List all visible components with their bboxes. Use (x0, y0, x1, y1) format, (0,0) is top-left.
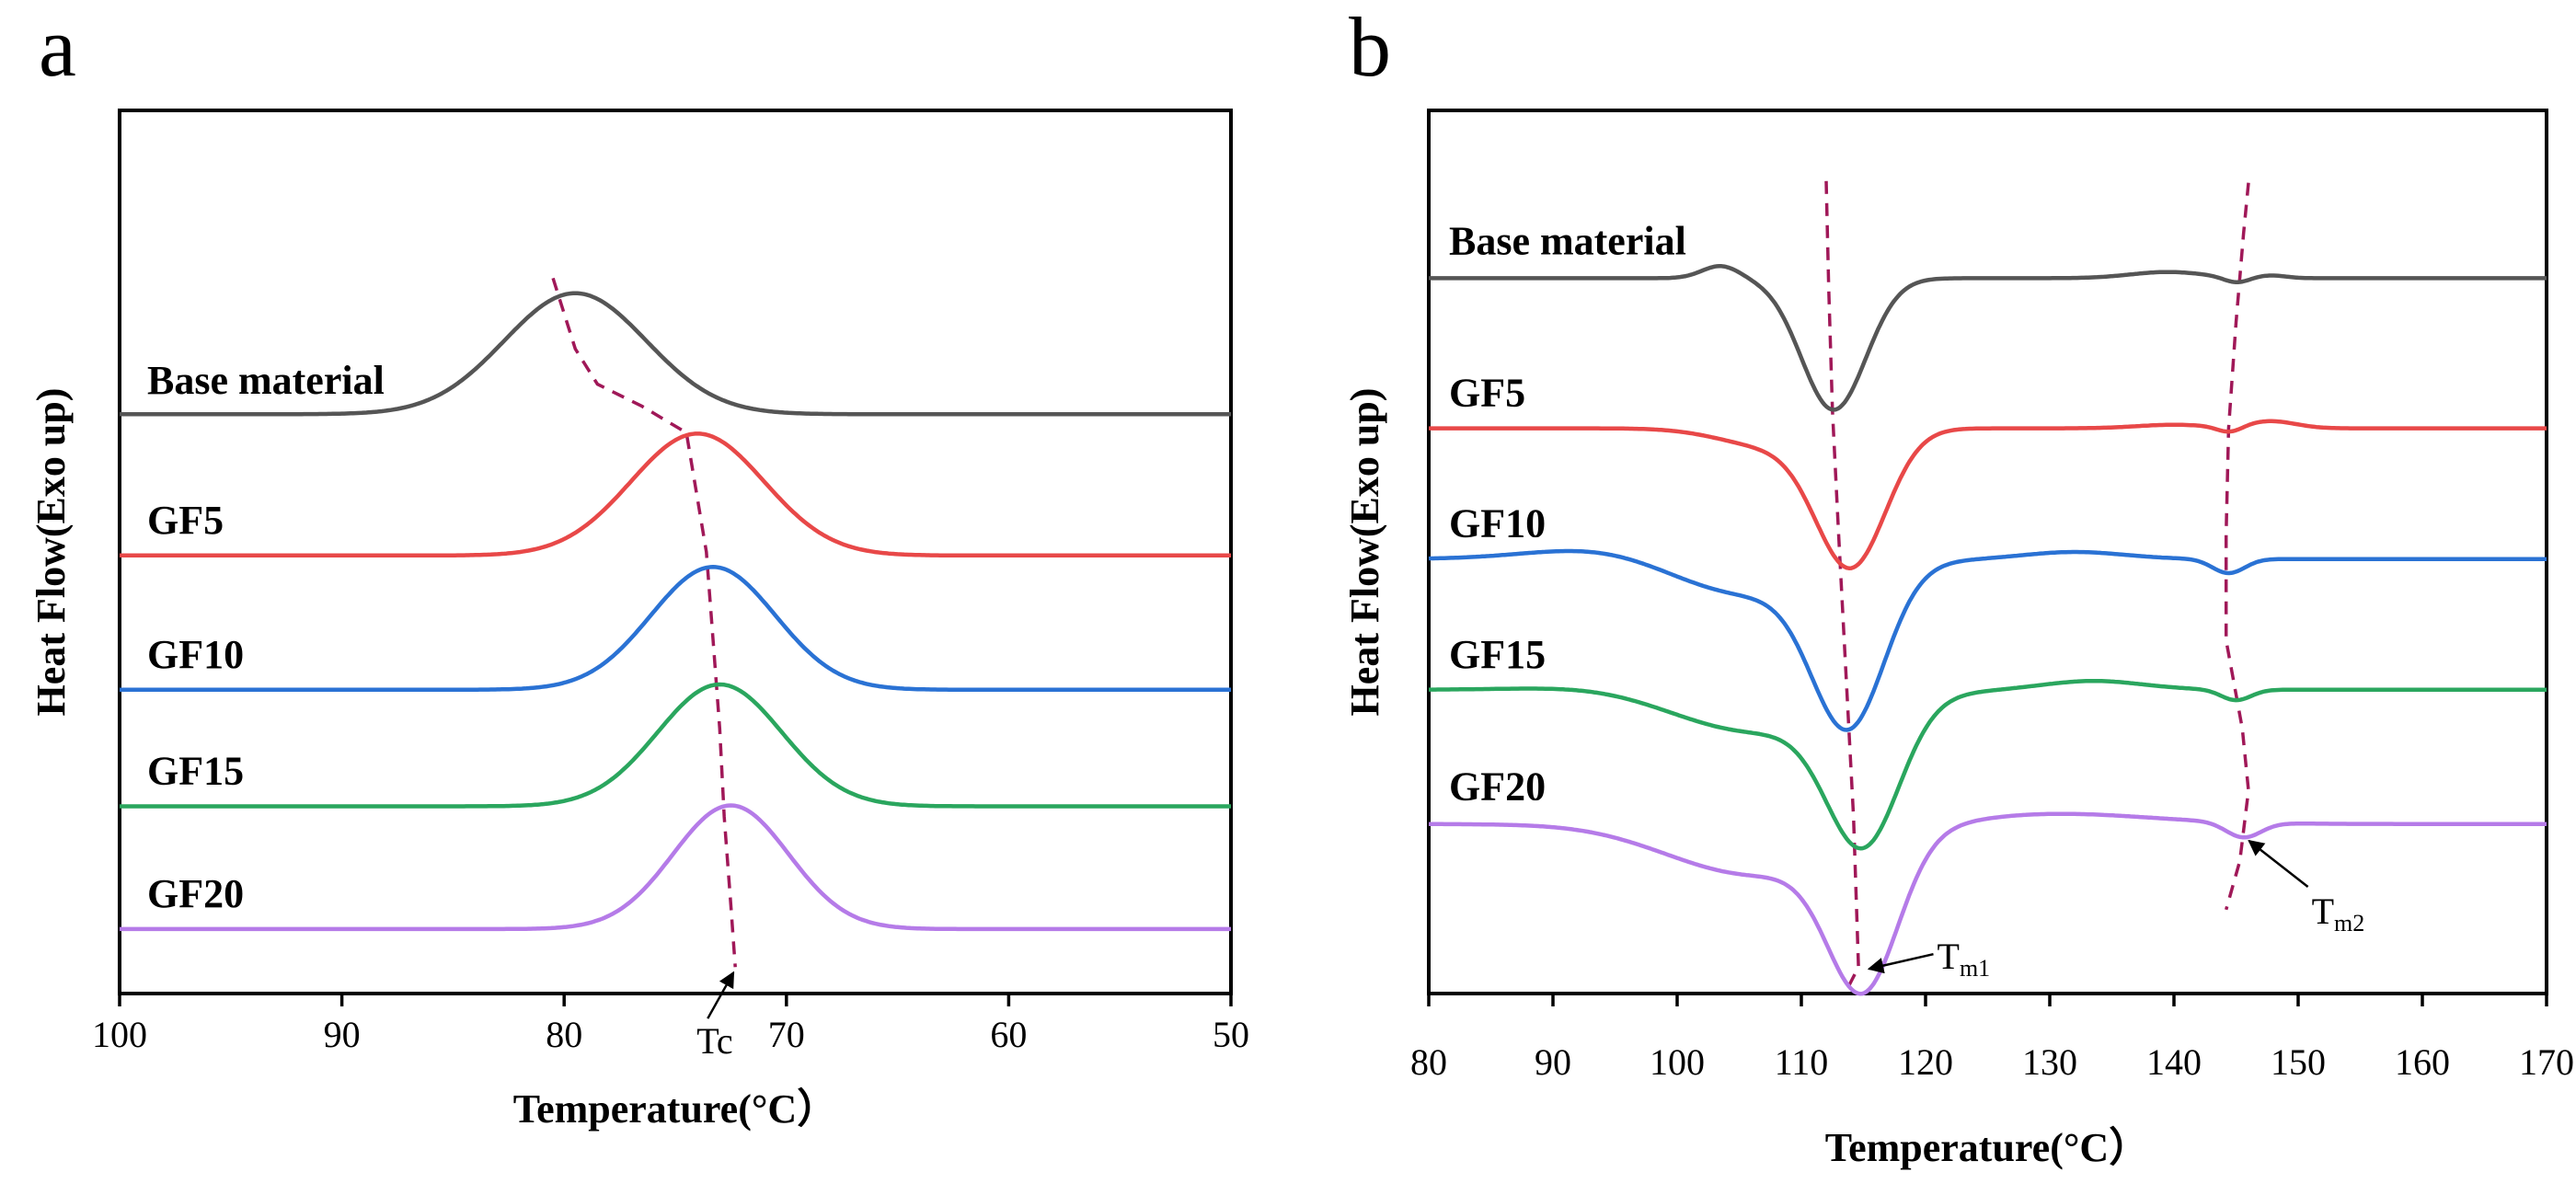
series-curve-gf15 (1429, 678, 2547, 851)
series-curve-gf20 (120, 803, 1231, 932)
panel-a-annotations: Tc (696, 971, 735, 1062)
annotation-subscript: m1 (1960, 955, 1990, 982)
panel-a-series-labels: Base material GF5 GF10 GF15 GF20 (147, 358, 385, 916)
panel-b-y-axis-title: Heat Flow(Exo up) (1342, 388, 1387, 717)
x-tick-label: 170 (2519, 1041, 2574, 1083)
x-tick-label: 150 (2271, 1041, 2326, 1083)
series-label: Base material (147, 358, 385, 403)
x-tick-label: 100 (1650, 1041, 1705, 1083)
series-label: GF5 (147, 498, 224, 543)
x-tick-label: 100 (92, 1014, 147, 1055)
x-tick-label: 80 (546, 1014, 582, 1055)
annotation-subscript: m2 (2334, 910, 2364, 936)
series-curve-gf20 (1429, 811, 2547, 996)
x-tick-label: 90 (324, 1014, 361, 1055)
annotation-label: Tm2 (2312, 891, 2365, 936)
panel-a-x-axis-title: Temperature(°C） (513, 1086, 837, 1132)
panel-b-melting-chart: b 80 90 100 110 120 130 140 150 160 170 Base mate… (1342, 0, 2574, 1170)
series-label: GF10 (1449, 501, 1546, 546)
annotation-arrow (2248, 839, 2309, 888)
peak-trend-guide-line (551, 277, 737, 968)
series-curve-gf5 (1429, 419, 2547, 570)
x-tick-label: 140 (2146, 1041, 2202, 1083)
annotation-label: Tc (696, 1020, 732, 1062)
panel-b-guide-lines (1824, 180, 2250, 994)
annotation-arrow (1867, 952, 1934, 974)
series-label: GF15 (1449, 632, 1546, 677)
annotation-label: Tm1 (1938, 936, 1991, 982)
panel-b-letter: b (1349, 0, 1391, 94)
series-label: GF10 (147, 632, 244, 677)
series-curve-base-material (1429, 264, 2547, 412)
x-tick-label: 70 (768, 1014, 805, 1055)
annotation-main-text: T (1938, 936, 1960, 977)
series-curve-gf10 (1428, 548, 2547, 732)
x-tick-label: 130 (2022, 1041, 2077, 1083)
annotation-arrow (707, 971, 735, 1019)
x-tick-label: 90 (1535, 1041, 1571, 1083)
peak-trend-guide-line (2224, 182, 2250, 911)
x-tick-label: 120 (1898, 1041, 1953, 1083)
panel-b-curves (1428, 264, 2547, 996)
panel-a-guide-lines (551, 277, 737, 968)
panel-a-letter: a (39, 0, 76, 94)
panel-b-x-ticks: 80 90 100 110 120 130 140 150 160 170 (1410, 994, 2574, 1083)
annotation-main-text: Tc (696, 1020, 732, 1062)
panel-b-series-labels: Base material GF5 GF10 GF15 GF20 (1449, 218, 1686, 809)
annotation-main-text: T (2312, 891, 2334, 932)
series-label: GF20 (1449, 764, 1546, 810)
series-label: GF15 (147, 748, 244, 793)
panel-a-y-axis-title: Heat Flow(Exo up) (29, 388, 74, 717)
x-tick-label: 60 (990, 1014, 1027, 1055)
panel-b-plot-frame (1427, 109, 2548, 995)
x-tick-label: 110 (1775, 1041, 1829, 1083)
peak-trend-guide-line (1824, 180, 1860, 994)
x-tick-label: 80 (1410, 1041, 1447, 1083)
panel-a-plot-frame (118, 109, 1233, 995)
panel-a-crystallization-chart: a 100 90 80 70 60 50 Base material GF5 GF10 GF15… (29, 0, 1249, 1132)
x-tick-label: 160 (2395, 1041, 2450, 1083)
series-curve-gf10 (120, 565, 1231, 693)
x-tick-label: 50 (1213, 1014, 1249, 1055)
panel-a-x-ticks: 100 90 80 70 60 50 (92, 994, 1249, 1055)
panel-b-x-axis-title: Temperature(°C） (1825, 1125, 2149, 1170)
series-label: Base material (1449, 218, 1686, 263)
series-curve-gf5 (120, 431, 1231, 558)
series-curve-base-material (120, 291, 1231, 417)
series-curve-gf15 (120, 682, 1231, 809)
series-label: GF5 (1449, 371, 1525, 416)
series-label: GF20 (147, 871, 244, 916)
panel-a-curves (120, 291, 1231, 932)
